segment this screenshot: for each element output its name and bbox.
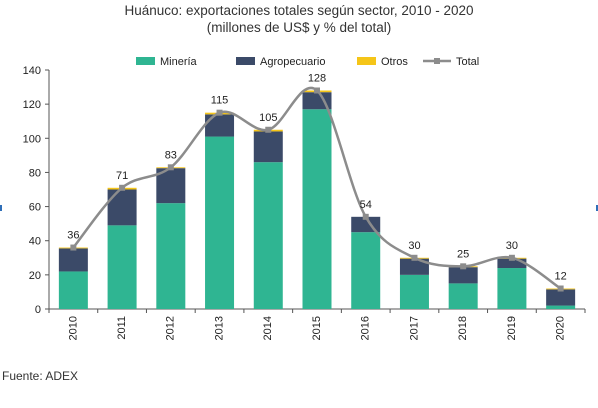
total-data-label: 71 — [116, 170, 128, 182]
bar-segment-agropecuario — [546, 289, 576, 306]
y-tick-label: 80 — [29, 167, 41, 179]
bar-segment-miner-a — [351, 232, 381, 309]
chart-title: Huánuco: exportaciones totales según sec… — [124, 3, 474, 18]
legend-label: Agropecuario — [260, 56, 325, 68]
y-tick-label: 20 — [29, 270, 41, 282]
total-data-label: 25 — [457, 248, 469, 260]
legend: Minería Agropecuario Otros Total — [136, 56, 479, 68]
total-point-marker — [508, 254, 515, 261]
total-point-marker — [314, 87, 320, 94]
y-tick-label: 120 — [23, 99, 41, 111]
x-tick-label: 2015 — [311, 316, 323, 340]
total-point-marker — [167, 164, 174, 171]
total-data-label: 30 — [506, 240, 518, 252]
bar-segment-agropecuario — [58, 248, 88, 272]
total-data-label: 115 — [211, 95, 229, 107]
total-point-marker — [362, 213, 369, 220]
bar-segment-miner-a — [302, 109, 332, 309]
bar-segment-agropecuario — [107, 189, 137, 226]
total-point-marker — [460, 263, 467, 270]
legend-label: Total — [456, 56, 479, 68]
bar-segment-agropecuario — [302, 92, 332, 110]
bar-segment-miner-a — [497, 268, 527, 309]
x-tick-label: 2020 — [555, 316, 567, 340]
source-note: Fuente: ADEX — [2, 369, 79, 383]
legend-line-marker — [434, 58, 440, 64]
y-tick-label: 60 — [29, 202, 41, 214]
x-tick-label: 2010 — [67, 316, 79, 340]
x-tick-label: 2018 — [457, 316, 469, 340]
x-tick-label: 2019 — [506, 316, 518, 340]
bar-segment-miner-a — [253, 162, 283, 309]
left-edge-marker — [0, 205, 2, 211]
bar-segment-miner-a — [205, 136, 235, 309]
y-tick-label: 100 — [23, 133, 41, 145]
total-data-label: 105 — [259, 112, 277, 124]
bar-segment-agropecuario — [497, 258, 527, 269]
bar-segment-agropecuario — [205, 114, 235, 137]
bar-segment-miner-a — [58, 271, 88, 309]
x-tick-label: 2016 — [360, 316, 372, 340]
bars — [58, 90, 576, 309]
total-data-label: 30 — [408, 240, 420, 252]
x-tick-label: 2017 — [408, 316, 420, 340]
legend-swatch — [236, 57, 255, 65]
stacked-bar-chart: 0 20 40 60 80 100 120 140 2010 2011 2012 2013 2014 20… — [23, 56, 586, 340]
legend-swatch — [136, 57, 155, 65]
bar-segment-miner-a — [448, 283, 478, 309]
bar-segment-miner-a — [546, 305, 576, 309]
axes: 0 20 40 60 80 100 120 140 2010 2011 2012 2013 2014 20… — [23, 65, 586, 340]
total-point-marker — [119, 184, 126, 191]
total-point-marker — [70, 244, 77, 251]
x-tick-label: 2012 — [165, 316, 177, 340]
x-tick-label: 2011 — [116, 316, 128, 340]
x-tick-label: 2014 — [262, 316, 274, 340]
legend-label: Otros — [381, 56, 408, 68]
x-tick-label: 2013 — [213, 316, 225, 340]
y-tick-label: 0 — [35, 304, 41, 316]
total-data-label: 83 — [165, 149, 177, 161]
total-point-marker — [557, 285, 564, 292]
y-tick-label: 140 — [23, 65, 41, 77]
total-line — [70, 86, 564, 292]
total-data-label: 54 — [360, 199, 372, 211]
y-tick-label: 40 — [29, 236, 41, 248]
bar-segment-miner-a — [399, 274, 429, 309]
legend-swatch — [357, 57, 376, 65]
bar-segment-agropecuario — [399, 258, 429, 275]
data-labels: 36 71 83 115 105 128 54 30 25 30 12 — [67, 72, 567, 282]
bar-segment-miner-a — [156, 203, 186, 309]
total-data-label: 12 — [555, 271, 567, 283]
total-data-label: 128 — [308, 72, 326, 84]
bar-segment-agropecuario — [448, 267, 478, 284]
right-edge-marker — [596, 205, 598, 211]
legend-label: Minería — [160, 56, 198, 68]
chart-subtitle: (millones de US$ y % del total) — [206, 20, 392, 35]
total-data-label: 36 — [67, 230, 79, 242]
total-point-marker — [216, 109, 223, 116]
bar-segment-agropecuario — [253, 131, 283, 163]
total-point-marker — [411, 254, 418, 261]
total-point-marker — [265, 126, 272, 133]
bar-segment-miner-a — [107, 225, 137, 309]
